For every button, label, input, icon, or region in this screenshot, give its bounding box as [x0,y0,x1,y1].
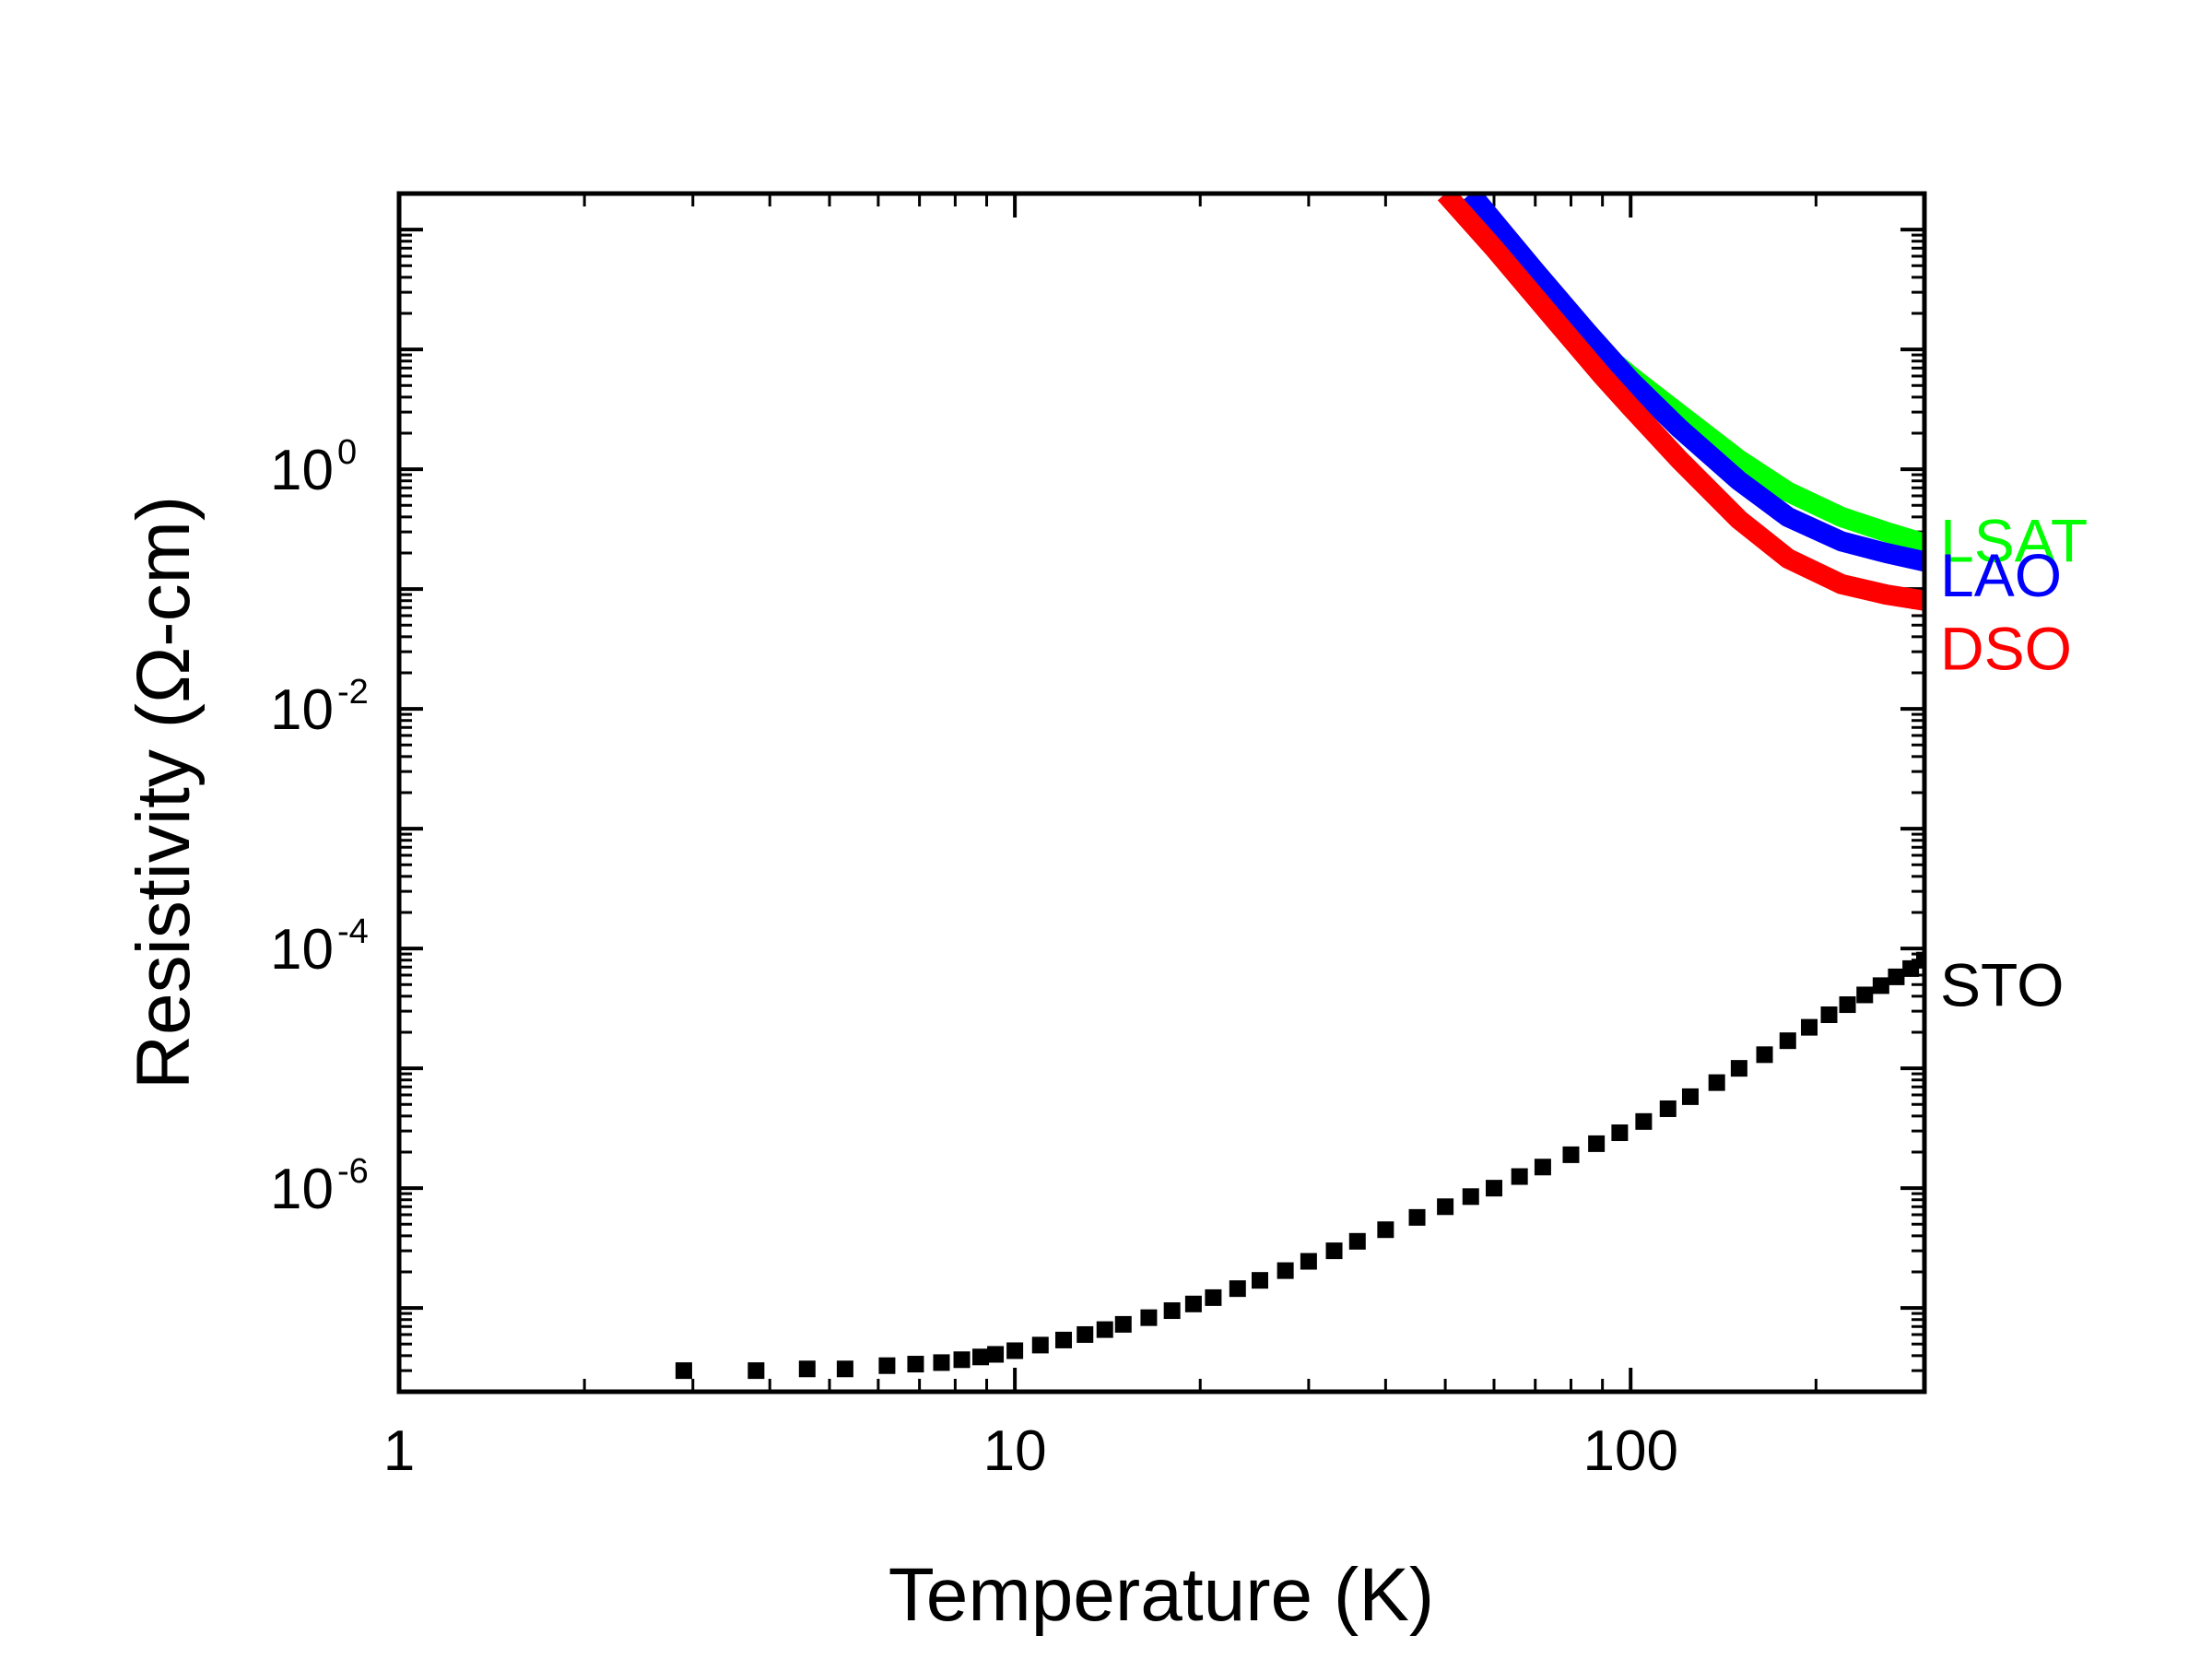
y-tick-label: 10 0 [270,433,357,502]
series-markers-sto [675,951,1924,1380]
series-line-lao [1463,194,1924,571]
data-point [798,1360,816,1378]
data-point [1184,1295,1202,1312]
data-point [1300,1253,1317,1270]
data-point [1462,1188,1479,1206]
data-point [836,1360,853,1378]
data-point [1077,1325,1094,1343]
data-point [1779,1032,1796,1050]
data-point [1820,1006,1838,1024]
data-point [1348,1232,1366,1250]
data-point [1140,1309,1158,1326]
data-point [987,1346,1005,1363]
data-point [1277,1262,1294,1279]
data-point [1562,1146,1580,1163]
data-point [1325,1242,1343,1260]
data-point [1511,1168,1528,1185]
y-tick-base: 10 [270,678,334,742]
y-tick-base: 10 [270,1158,334,1221]
data-point [1681,1088,1699,1105]
y-axis-title: Resistivity (Ω-cm) [122,496,206,1089]
data-point [1205,1288,1222,1306]
data-point [1486,1180,1503,1197]
x-axis-title: Temperature (K) [888,1553,1434,1637]
data-point [1055,1331,1073,1348]
series-line-dso [1437,194,1924,611]
data-point [1611,1124,1629,1142]
series-label-sto: STO [1940,951,2064,1019]
data-point [878,1357,896,1374]
plot-frame [396,191,1927,1394]
data-point [1635,1112,1653,1130]
series-layer [675,194,1924,1380]
y-tick-base: 10 [270,439,334,502]
data-point [933,1354,950,1371]
y-tick-label: 10 -4 [270,912,369,982]
data-point [1031,1336,1049,1354]
data-point [1839,996,1856,1014]
data-point [1096,1321,1113,1338]
x-tick-labels: 1 10 100 [383,1419,1678,1483]
y-tick-base: 10 [270,918,334,982]
y-tick-label: 10 -2 [270,673,369,742]
series-label-lao: LAO [1940,541,2062,609]
data-point [675,1362,692,1380]
data-point [1251,1272,1268,1289]
data-point [1872,977,1889,994]
x-tick-label: 100 [1583,1419,1678,1483]
data-point [1588,1135,1606,1152]
y-tick-exponent: -2 [337,673,369,712]
series-label-lsat: LSAT [1940,507,2088,575]
data-point [1437,1198,1454,1216]
data-point [972,1348,990,1366]
series-line-lsat [1581,332,1924,554]
data-point [1006,1342,1024,1359]
x-tick-label: 10 [983,1419,1047,1483]
data-point [1902,959,1920,977]
data-point [953,1351,971,1369]
data-point [1801,1018,1818,1036]
major-ticks [397,194,1924,1392]
y-tick-label: 10 -6 [270,1152,369,1221]
data-point [1708,1074,1725,1091]
data-point [1534,1159,1551,1176]
data-point [1756,1046,1773,1064]
data-point [1163,1302,1181,1320]
data-point [1408,1208,1426,1226]
series-label-dso: DSO [1940,615,2072,683]
y-tick-exponent: -4 [337,912,369,951]
data-point [1377,1221,1394,1239]
data-point [1659,1100,1677,1117]
x-tick-label: 1 [383,1419,415,1483]
data-point [747,1362,765,1380]
data-point [1856,986,1874,1004]
data-point [1916,951,1924,969]
data-point [1114,1315,1132,1333]
minor-ticks [399,194,1924,1392]
data-point [907,1356,924,1373]
data-point [1888,968,1905,985]
data-point [1730,1060,1747,1077]
y-tick-exponent: 0 [337,433,357,472]
y-tick-exponent: -6 [337,1152,369,1191]
data-point [1229,1280,1246,1298]
